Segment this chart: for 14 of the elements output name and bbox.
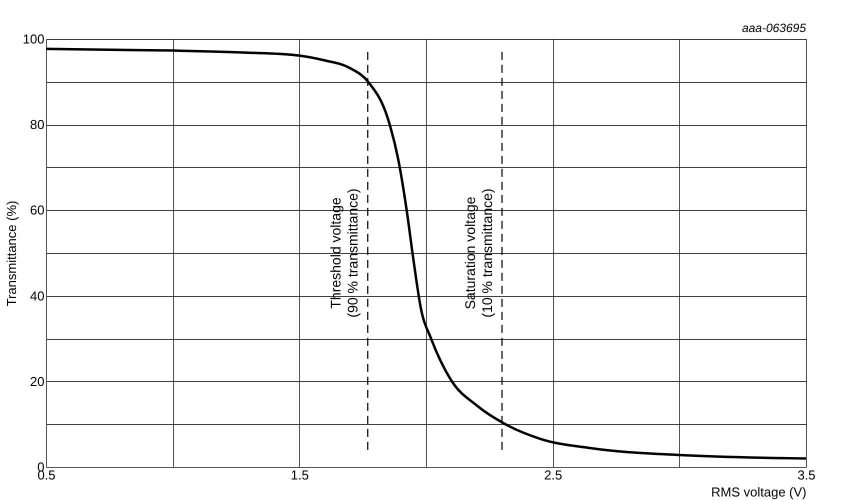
x-axis-title: RMS voltage (V) [711,484,806,500]
ref-line-label: Threshold voltage (90 % transmittance) [328,188,361,318]
y-tick-label: 40 [30,288,44,304]
y-tick-label: 60 [30,202,44,218]
y-tick-label: 80 [30,117,44,132]
x-tick-label: 2.5 [544,468,562,482]
line-series [44,48,808,460]
ref-line-label: Saturation voltage (10 % transmittance) [462,188,495,318]
y-tick-label: 100 [22,32,44,46]
text: aaa-063695 [742,21,806,35]
x-tick-label: 1.5 [290,468,309,482]
y-axis-title: Transmittance (%) [4,200,19,306]
x-tick-label: 3.5 [797,468,816,482]
y-tick-label: 20 [30,374,44,389]
